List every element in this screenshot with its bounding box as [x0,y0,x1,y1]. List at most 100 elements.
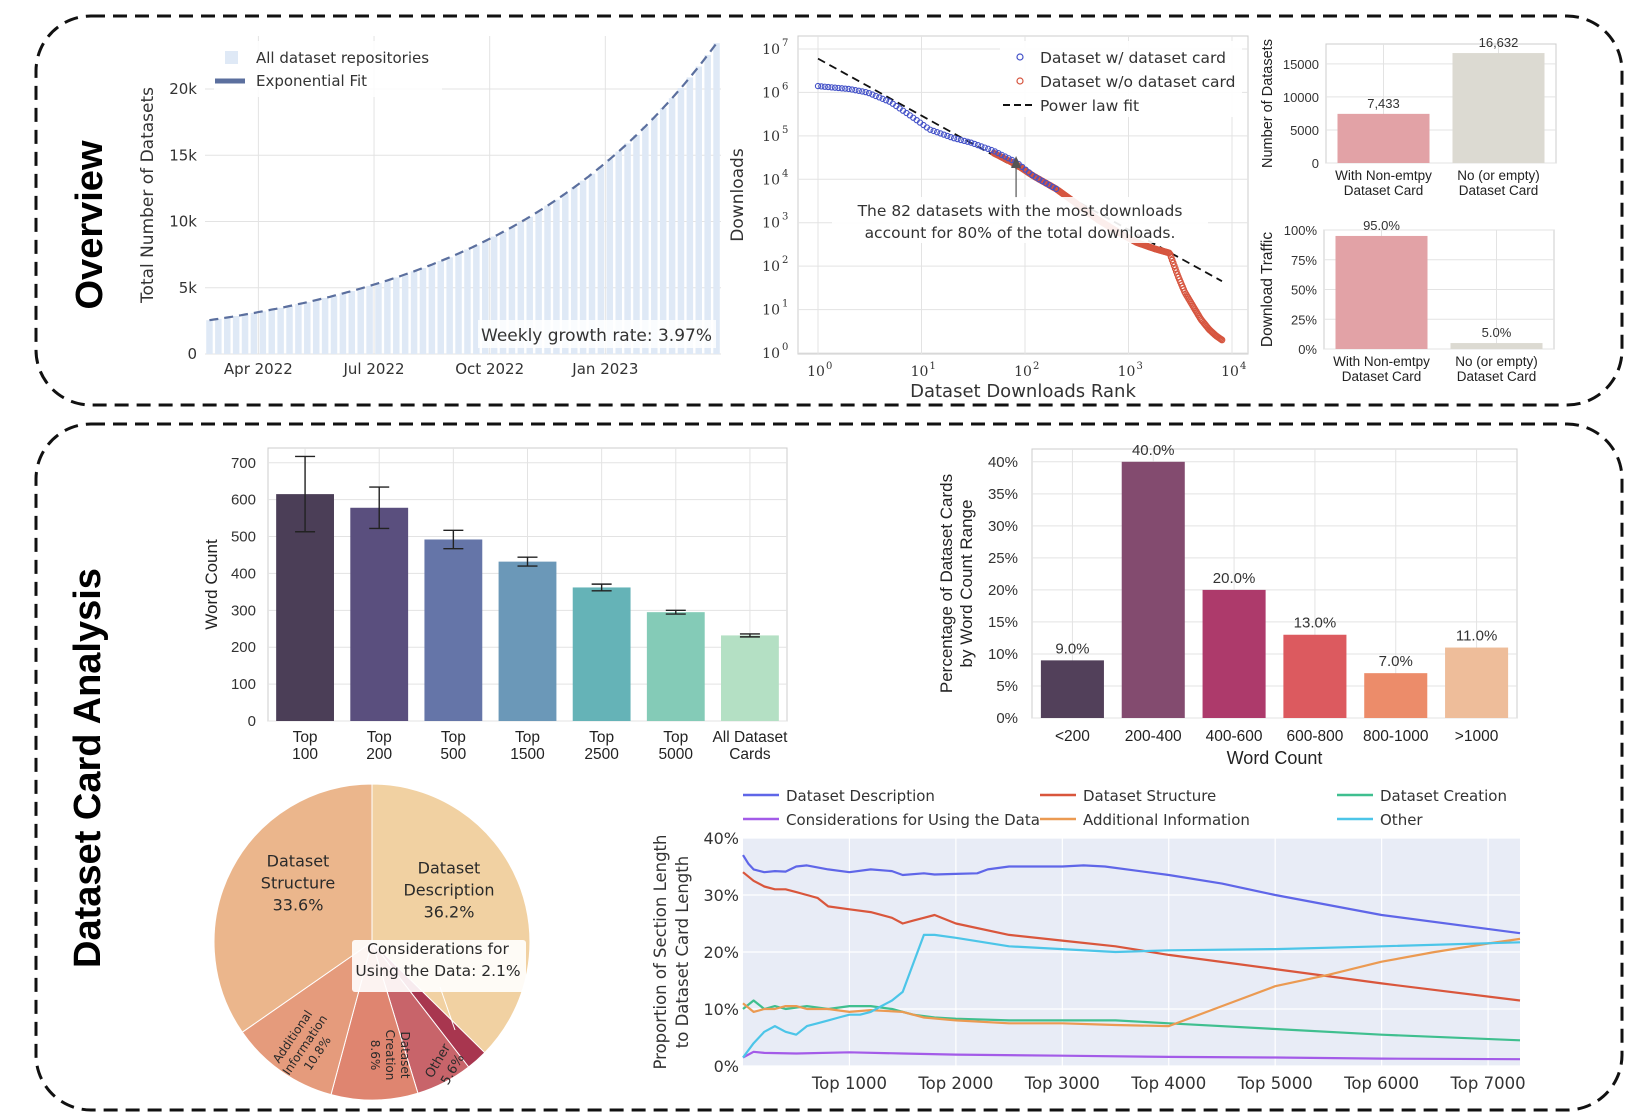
line-legend-label: Other [1380,811,1423,829]
pie-label-line: Dataset [267,851,330,870]
downloads-ytick-base: 10 [762,129,780,145]
word-range-plot-area [1031,448,1518,719]
line-ytick-label: 30% [703,886,739,905]
growth-bar [651,117,658,354]
downloads-point-with-card [940,131,948,138]
word-range-value-label: 40.0% [1132,442,1175,459]
growth-bar [446,257,453,354]
card-analysis-frame [34,422,1624,1112]
word-range-ytick-label: 0% [996,710,1018,727]
growth-xtick-label: Oct 2022 [455,360,524,378]
growth-ytick-label: 15k [169,146,197,164]
downloads-point-with-card [981,144,988,151]
line-legend-label: Considerations for Using the Data [786,811,1040,829]
downloads-legend-label: Dataset w/o dataset card [1040,73,1235,91]
pie-label-line: 8.6% [368,1040,382,1071]
word-range-ylabel: by Word Count Range [957,500,976,668]
line-legend-label: Dataset Structure [1083,787,1216,805]
word-count-bar [498,561,557,721]
growth-bar [553,199,560,354]
growth-bar [473,245,480,354]
download_traffic-value-label: 5.0% [1482,325,1512,340]
word-range-bar [1040,660,1104,718]
download_traffic-category-label: With Non-emtpy [1333,354,1430,369]
downloads-point-with-card [869,91,876,98]
word-range-ytick-label: 25% [988,550,1018,567]
growth-bar [606,159,614,354]
growth-bar [677,87,685,354]
word-range-ytick-label: 5% [996,678,1018,695]
growth-bar [642,126,649,355]
downloads-point-with-card [872,92,879,100]
growth-bar [499,231,507,354]
growth-bar [437,261,445,354]
word-count-category-label: 2500 [584,746,619,763]
growth-ytick-label: 0 [187,345,197,363]
word-count-bar [646,612,705,721]
word-count-bar [350,507,409,721]
growth-bar [695,66,703,354]
word-count-ytick-label: 100 [231,676,256,693]
growth-bar [570,187,578,354]
growth-chart: 0 5k 10k 15k 20k Apr 2022 Jul 2022 Oct 2022 Jan … [138,36,721,378]
downloads-xtick-exponent: 2 [1033,361,1039,372]
downloads-point-with-card [988,146,995,154]
growth-bar [268,309,275,354]
downloads-point-with-card [927,126,934,133]
downloads-xtick-exponent: 4 [1240,361,1246,372]
card_counts-value-label: 7,433 [1367,96,1400,111]
downloads-point-with-card [944,132,951,140]
word-range-value-label: 20.0% [1213,570,1256,587]
growth-bar [659,107,667,354]
downloads-point-with-card [950,135,958,142]
card_counts-bar [1452,53,1545,163]
word-range-category-label: 400-600 [1206,728,1263,745]
word-count-category-label: 100 [292,746,318,763]
pie-slice [213,783,373,1033]
growth-bar [633,135,640,354]
downloads-ytick-exponent: 2 [782,255,788,266]
downloads-ytick-base: 10 [762,259,780,275]
downloads-point-with-card [879,95,886,102]
growth-bar [366,285,373,354]
downloads-point-with-card [1035,176,1043,183]
word-count-category-label: Top [441,729,466,746]
word-count-category-label: 500 [440,746,466,763]
line-xtick-label: Top 4000 [1130,1074,1206,1093]
download_traffic-bar [1335,235,1428,349]
growth-bar [259,311,267,354]
downloads-legend-box [1000,41,1242,117]
downloads-point-with-card [1005,155,1012,162]
word-range-category-label: <200 [1055,728,1090,745]
word-count-category-label: 5000 [659,746,694,763]
card_counts-category-label: With Non-emtpy [1335,168,1432,183]
downloads-annotation: The 82 datasets with the most downloads [857,202,1183,220]
downloads-xtick-exponent: 1 [930,361,936,372]
downloads-point-with-card [821,83,828,90]
growth-bar [508,227,516,354]
growth-bar [686,77,694,354]
word-count-ytick-label: 500 [231,529,256,546]
word-count-ytick-label: 300 [231,602,256,619]
line-xtick-label: Top 3000 [1024,1074,1100,1093]
downloads-point-with-card [818,83,825,90]
download_traffic-bar [1450,343,1543,349]
growth-bar [357,288,364,354]
pie-label-line: 36.2% [424,902,475,921]
growth-bar [490,236,498,354]
card_counts-ylabel: Number of Datasets [1260,39,1276,168]
downloads-xtick-base: 10 [807,364,825,380]
card_counts-ytick-label: 10000 [1283,90,1319,105]
downloads-point-with-card [1032,174,1039,181]
downloads-point-with-card [1042,179,1050,187]
pie-slice [241,940,373,1096]
pie-label-line: Dataset [418,858,481,877]
downloads-xtick-exponent: 3 [1137,361,1143,372]
word-count-ytick-label: 700 [231,455,256,472]
downloads-point-with-card [814,82,822,90]
line-ytick-label: 20% [703,943,739,962]
growth-ylabel: Total Number of Datasets [138,87,158,304]
growth-bar [232,316,240,354]
growth-bar [330,295,338,354]
